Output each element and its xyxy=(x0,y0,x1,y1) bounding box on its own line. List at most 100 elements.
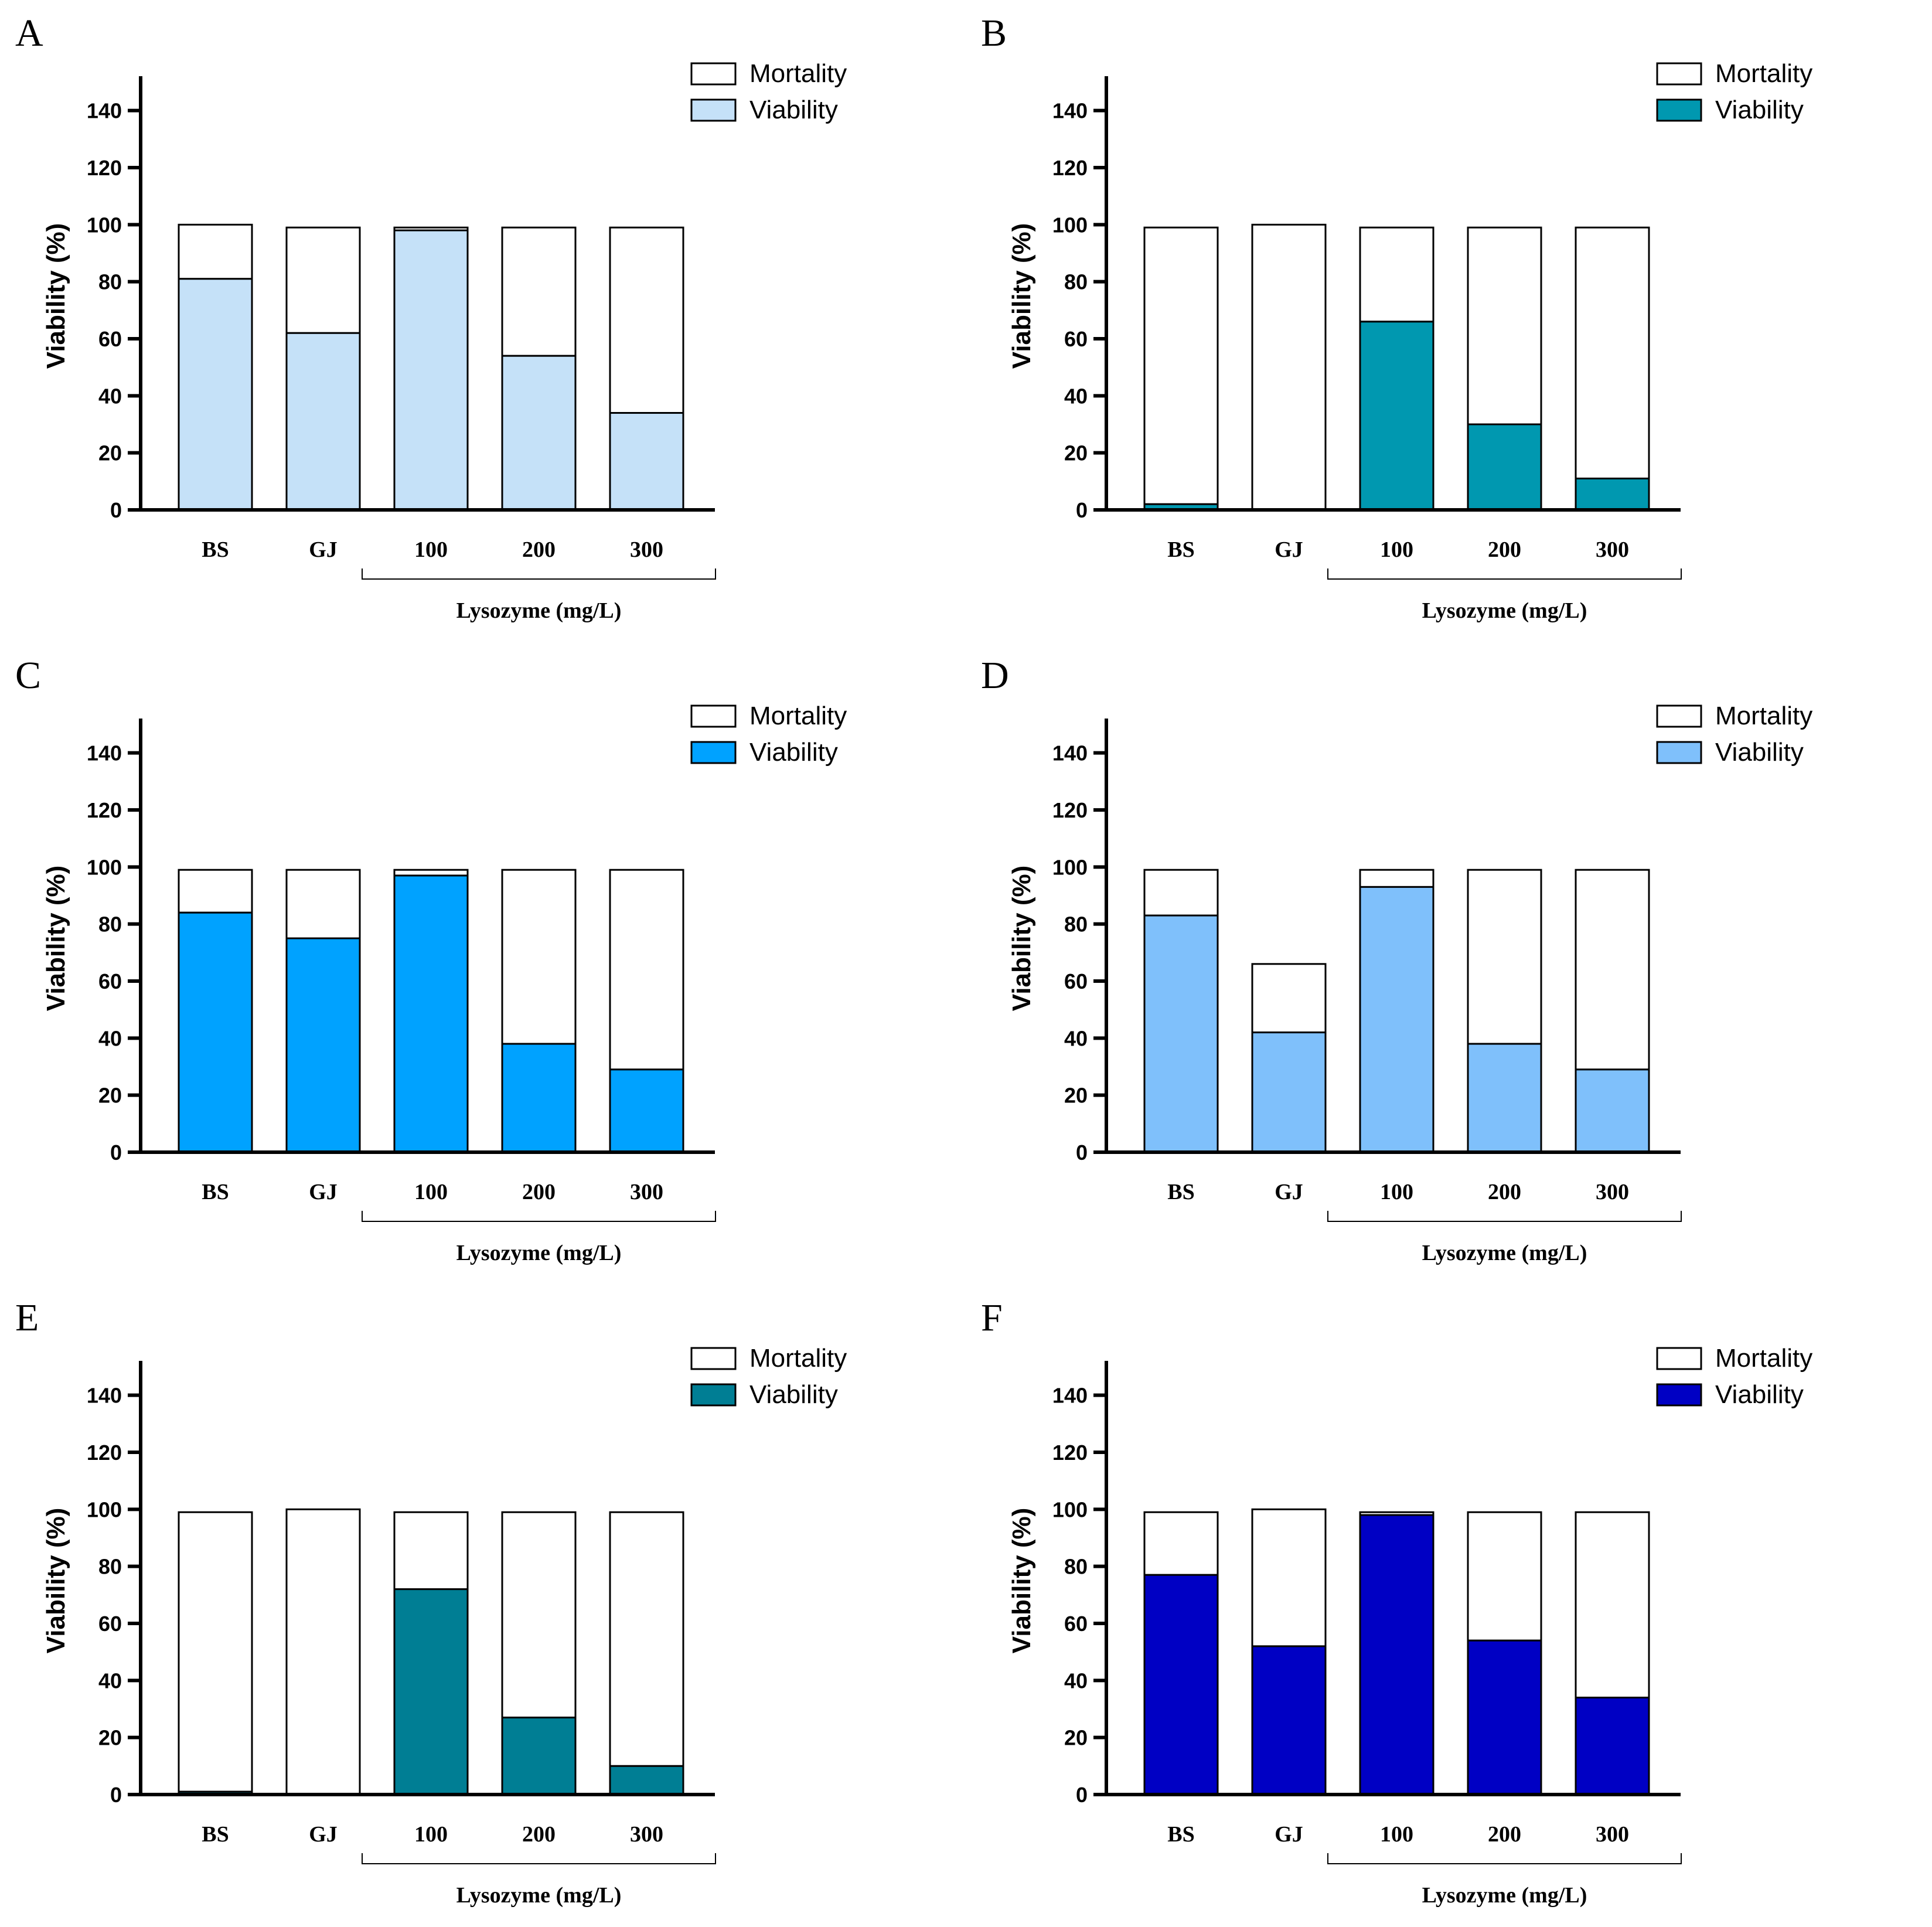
chart-panel-d: D Viability (%) 0 20 40 60 80 100 120 140 BS GJ 100 2… xyxy=(966,642,1931,1285)
bar-viability xyxy=(1575,477,1650,511)
legend-label-mortality: Mortality xyxy=(749,702,847,730)
legend-swatch-viability xyxy=(1656,741,1702,764)
bar-mortality xyxy=(1575,1511,1650,1699)
legend-viability: Viability xyxy=(690,96,838,124)
x-category-label: 100 xyxy=(414,1822,448,1847)
legend-label-mortality: Mortality xyxy=(1715,59,1812,88)
x-category-label: BS xyxy=(202,1822,229,1847)
chart-panel-a: A Viability (%) 0 20 40 60 80 100 120 140 BS GJ 100 2… xyxy=(0,0,966,642)
legend-mortality: Mortality xyxy=(690,1344,847,1373)
bar-viability xyxy=(501,1717,577,1796)
x-category-label: 300 xyxy=(1596,1822,1629,1847)
y-tick-label: 40 xyxy=(1064,1669,1088,1693)
y-tick-label: 140 xyxy=(87,741,122,765)
legend-swatch-viability xyxy=(690,98,737,122)
bar-mortality xyxy=(609,226,684,414)
y-tick-label: 140 xyxy=(1052,741,1088,765)
y-tick-label: 100 xyxy=(87,855,122,879)
x-category-label: 200 xyxy=(522,1180,556,1204)
x-axis-label: Lysozyme (mg/L) xyxy=(456,1883,622,1908)
y-tick-label: 140 xyxy=(87,99,122,123)
y-tick-label: 60 xyxy=(1064,327,1088,351)
bar-mortality xyxy=(285,1508,361,1796)
legend-label-viability: Viability xyxy=(749,738,838,767)
x-category-label: 200 xyxy=(522,537,556,562)
lysozyme-bracket xyxy=(362,568,716,580)
bar-mortality xyxy=(178,1511,253,1793)
y-tick-label: 20 xyxy=(98,1084,122,1108)
x-axis-label: Lysozyme (mg/L) xyxy=(456,1241,622,1265)
x-axis-label: Lysozyme (mg/L) xyxy=(1422,598,1587,623)
bar-mortality xyxy=(178,869,253,914)
stacked-bar-chart: F Viability (%) 0 20 40 60 80 100 120 140 BS GJ 100 2… xyxy=(981,1296,1812,1908)
stacked-bar-chart: E Viability (%) 0 20 40 60 80 100 120 140 BS GJ 100 2… xyxy=(15,1296,847,1908)
stacked-bar-chart: D Viability (%) 0 20 40 60 80 100 120 140 BS GJ 100 2… xyxy=(981,654,1812,1265)
x-category-label: GJ xyxy=(309,1822,338,1847)
bar-viability xyxy=(1251,1645,1327,1796)
panel-label: F xyxy=(981,1296,1003,1339)
y-tick-label: 0 xyxy=(110,1140,122,1165)
legend-mortality: Mortality xyxy=(690,702,847,730)
legend-label-mortality: Mortality xyxy=(1715,1344,1812,1373)
lysozyme-bracket xyxy=(1327,1211,1682,1222)
y-tick-label: 140 xyxy=(1052,1384,1088,1408)
legend-label-viability: Viability xyxy=(749,96,838,124)
chart-panel-e: E Viability (%) 0 20 40 60 80 100 120 140 BS GJ 100 2… xyxy=(0,1285,966,1927)
y-tick-label: 40 xyxy=(98,1669,122,1693)
panel-label: C xyxy=(15,654,41,697)
bar-viability xyxy=(393,229,469,511)
y-axis-label: Viability (%) xyxy=(42,223,70,369)
y-tick-label: 20 xyxy=(1064,1084,1088,1108)
legend-label-viability: Viability xyxy=(749,1380,838,1409)
bar-mortality xyxy=(393,1511,469,1591)
legend-swatch-mortality xyxy=(690,62,737,86)
x-category-label: 200 xyxy=(1488,1822,1521,1847)
y-tick-label: 120 xyxy=(87,1441,122,1465)
x-category-label: GJ xyxy=(1275,1180,1303,1204)
bar-viability xyxy=(178,278,253,511)
y-tick-label: 0 xyxy=(110,498,122,522)
chart-panel-b: B Viability (%) 0 20 40 60 80 100 120 140 BS GJ 100 2… xyxy=(966,0,1931,642)
legend-viability: Viability xyxy=(690,1380,838,1409)
y-tick-label: 0 xyxy=(110,1783,122,1807)
bar-viability xyxy=(393,874,469,1153)
bar-viability xyxy=(1467,1043,1542,1153)
y-tick-label: 60 xyxy=(1064,1612,1088,1636)
y-tick-label: 80 xyxy=(1064,913,1088,937)
x-axis-label: Lysozyme (mg/L) xyxy=(1422,1883,1587,1908)
stacked-bar-chart: B Viability (%) 0 20 40 60 80 100 120 140 BS GJ 100 2… xyxy=(981,12,1812,623)
y-tick-label: 40 xyxy=(98,1026,122,1050)
lysozyme-bracket xyxy=(362,1211,716,1222)
legend-viability: Viability xyxy=(1656,738,1804,767)
legend-mortality: Mortality xyxy=(1656,702,1812,730)
y-tick-label: 120 xyxy=(1052,798,1088,822)
x-category-label: GJ xyxy=(309,1180,338,1204)
y-tick-label: 100 xyxy=(1052,1497,1088,1521)
y-axis-label: Viability (%) xyxy=(1007,866,1036,1012)
bar-mortality xyxy=(1467,226,1542,425)
x-category-label: GJ xyxy=(309,537,338,562)
y-tick-label: 20 xyxy=(98,441,122,465)
legend-label-viability: Viability xyxy=(1715,96,1804,124)
legend-swatch-mortality xyxy=(690,704,737,728)
legend-label-mortality: Mortality xyxy=(1715,702,1812,730)
panel-label: E xyxy=(15,1296,39,1339)
x-category-label: 100 xyxy=(414,537,448,562)
x-category-label: BS xyxy=(1167,537,1194,562)
x-category-label: 100 xyxy=(1380,1822,1413,1847)
bar-mortality xyxy=(1575,869,1650,1071)
y-tick-label: 120 xyxy=(1052,1441,1088,1465)
bar-mortality xyxy=(501,1511,577,1719)
bar-mortality xyxy=(1467,1511,1542,1642)
x-category-label: 100 xyxy=(1380,537,1413,562)
legend-label-viability: Viability xyxy=(1715,1380,1804,1409)
bar-mortality xyxy=(501,226,577,357)
lysozyme-bracket xyxy=(1327,568,1682,580)
y-tick-label: 20 xyxy=(1064,441,1088,465)
chart-panel-f: F Viability (%) 0 20 40 60 80 100 120 140 BS GJ 100 2… xyxy=(966,1285,1931,1927)
bar-mortality xyxy=(178,223,253,280)
bar-mortality xyxy=(1143,869,1219,917)
y-tick-label: 60 xyxy=(98,327,122,351)
bar-viability xyxy=(1359,1514,1434,1796)
y-tick-label: 100 xyxy=(87,1497,122,1521)
